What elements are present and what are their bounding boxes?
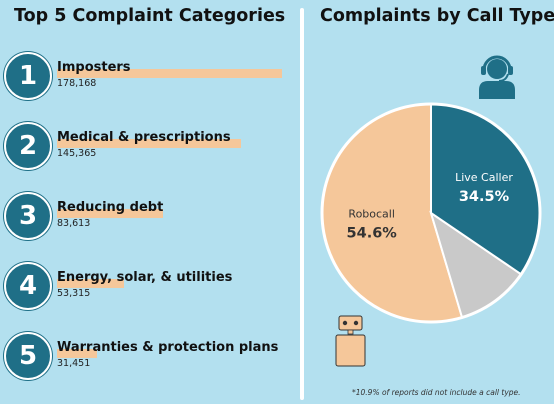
rank-badge: 4 bbox=[4, 262, 52, 310]
category-label: Medical & prescriptions bbox=[57, 130, 231, 145]
category-value: 178,168 bbox=[57, 78, 97, 89]
category-label: Energy, solar, & utilities bbox=[57, 270, 233, 285]
headset-person-icon bbox=[479, 55, 515, 99]
category-label: Imposters bbox=[57, 60, 131, 75]
pie-slice-name: Live Caller bbox=[455, 171, 513, 184]
panel-divider bbox=[300, 8, 304, 400]
category-label: Warranties & protection plans bbox=[57, 340, 279, 355]
rank-badge: 5 bbox=[4, 332, 52, 380]
category-bar bbox=[57, 209, 163, 218]
rank-badge: 3 bbox=[4, 192, 52, 240]
category-bar bbox=[57, 349, 97, 358]
category-bar bbox=[57, 139, 241, 148]
rank-badge: 1 bbox=[4, 52, 52, 100]
category-value: 83,613 bbox=[57, 218, 91, 229]
category-value: 31,451 bbox=[57, 358, 91, 369]
call-type-footnote: *10.9% of reports did not include a call… bbox=[352, 388, 521, 397]
pie-slice-percent: 34.5% bbox=[459, 189, 510, 205]
left-panel-title: Top 5 Complaint Categories bbox=[14, 6, 286, 26]
pie-slice-percent: 54.6% bbox=[347, 226, 398, 242]
category-value: 145,365 bbox=[57, 148, 97, 159]
rank-badge: 2 bbox=[4, 122, 52, 170]
category-bar bbox=[57, 69, 282, 78]
category-label: Reducing debt bbox=[57, 200, 164, 215]
category-bar bbox=[57, 279, 124, 288]
category-value: 53,315 bbox=[57, 288, 91, 299]
pie-outline bbox=[320, 102, 542, 324]
right-panel-title: Complaints by Call Type bbox=[320, 6, 554, 26]
pie-slice-name: Robocall bbox=[348, 208, 395, 221]
robot-icon bbox=[335, 315, 366, 367]
